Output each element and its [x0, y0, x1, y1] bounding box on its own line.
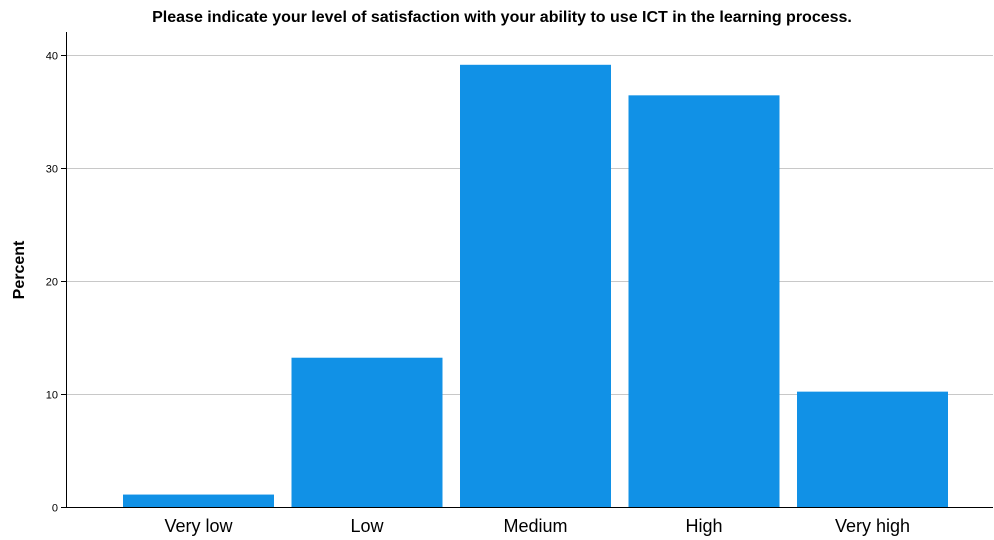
- bar-high: [628, 95, 780, 507]
- bar-very-high: [797, 391, 948, 507]
- axes: [66, 32, 993, 508]
- y-axis-label: Percent: [11, 240, 28, 299]
- x-tick-label: Medium: [503, 516, 567, 536]
- x-tick-label: Very low: [164, 516, 233, 536]
- y-tick-label: 40: [46, 51, 58, 63]
- x-tick-label: Low: [350, 516, 384, 536]
- x-tick-label: Very high: [835, 516, 910, 536]
- chart-title: Please indicate your level of satisfacti…: [152, 9, 852, 26]
- bar-medium: [460, 64, 611, 508]
- bars: [123, 64, 948, 508]
- x-tick-labels: Very low Low Medium High Very high: [164, 516, 910, 536]
- y-tick-label: 30: [46, 164, 58, 176]
- bar-very-low: [123, 494, 274, 507]
- y-tick-label: 20: [46, 277, 58, 289]
- y-tick-label: 10: [46, 390, 58, 402]
- bar-low: [291, 357, 443, 507]
- y-tick-labels: 0 10 20 30 40: [46, 51, 66, 515]
- y-tick-label: 0: [52, 503, 58, 515]
- x-tick-label: High: [685, 516, 722, 536]
